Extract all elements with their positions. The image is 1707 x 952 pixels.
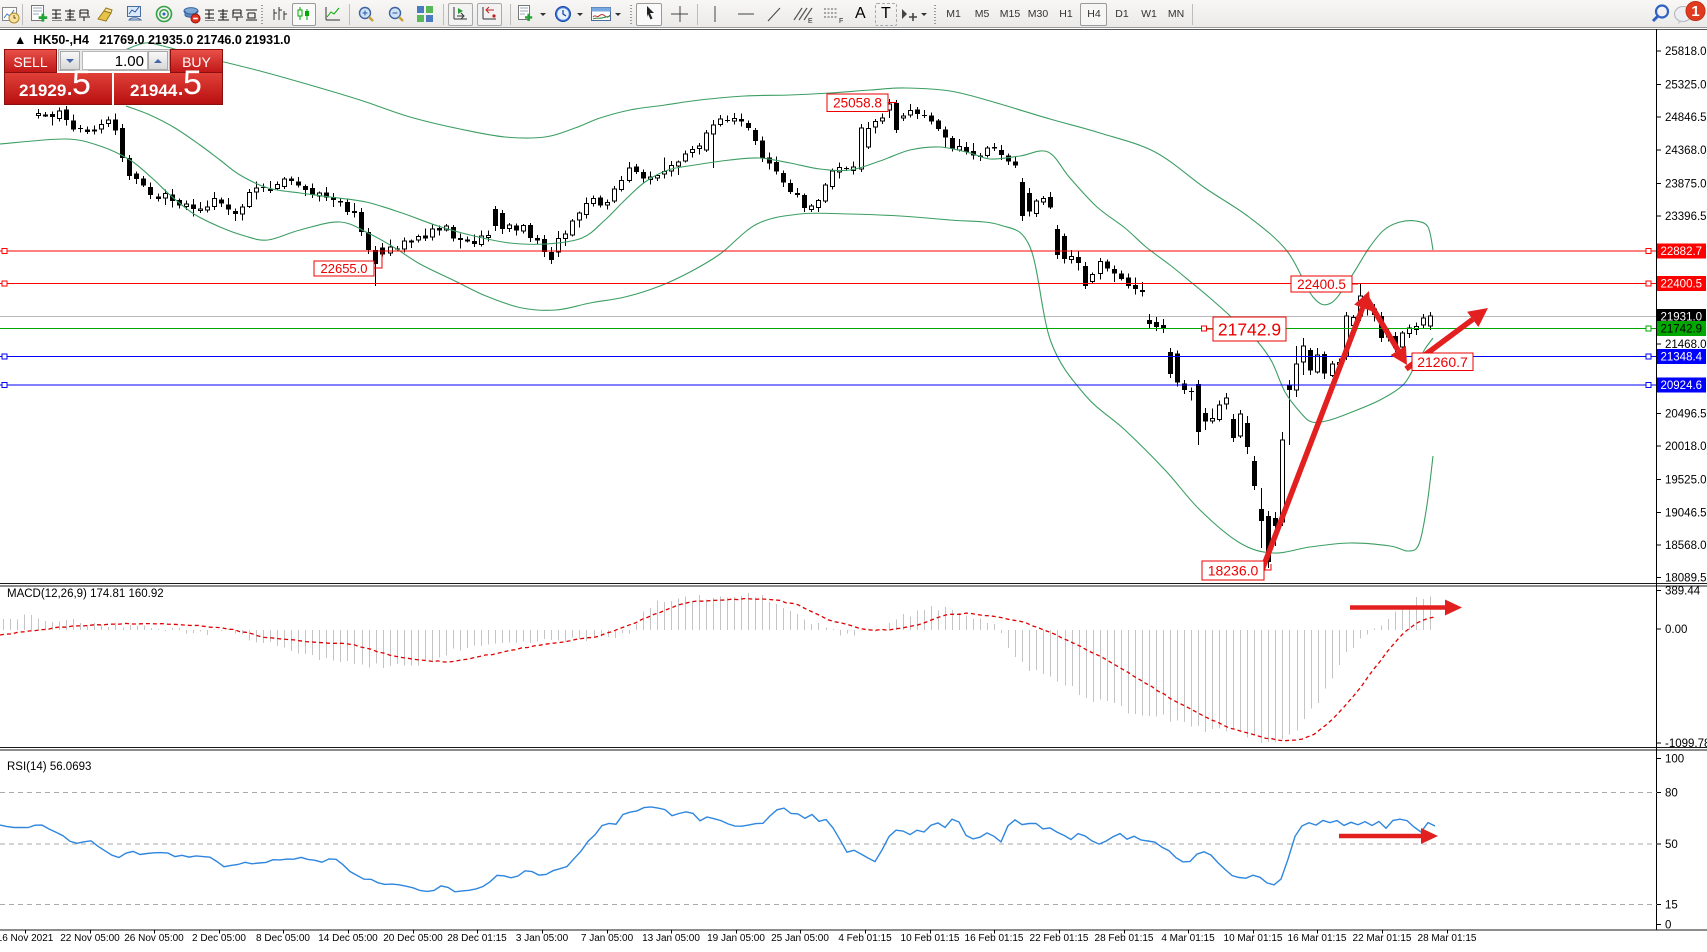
svg-text:7 Jan 05:00: 7 Jan 05:00	[581, 933, 634, 944]
svg-text:MACD(12,26,9) 174.81 160.92: MACD(12,26,9) 174.81 160.92	[7, 588, 164, 600]
svg-text:18236.0: 18236.0	[1208, 563, 1259, 579]
svg-text:-1099.78: -1099.78	[1665, 738, 1707, 750]
svg-text:28 Feb 01:15: 28 Feb 01:15	[1095, 933, 1154, 944]
svg-text:0.00: 0.00	[1665, 624, 1687, 636]
svg-text:389.44: 389.44	[1665, 586, 1701, 598]
svg-text:22882.7: 22882.7	[1661, 246, 1703, 258]
svg-text:25058.8: 25058.8	[833, 96, 882, 111]
svg-text:16 Feb 01:15: 16 Feb 01:15	[965, 933, 1024, 944]
svg-text:19525.0: 19525.0	[1665, 475, 1707, 487]
svg-text:19 Jan 05:00: 19 Jan 05:00	[707, 933, 765, 944]
svg-text:28 Mar 01:15: 28 Mar 01:15	[1418, 933, 1477, 944]
svg-text:100: 100	[1665, 754, 1684, 766]
svg-text:21931.0: 21931.0	[1661, 312, 1703, 324]
svg-text:4 Mar 01:15: 4 Mar 01:15	[1161, 933, 1215, 944]
svg-text:1: 1	[1691, 3, 1699, 20]
svg-text:21468.0: 21468.0	[1665, 339, 1707, 351]
svg-text:26 Nov 05:00: 26 Nov 05:00	[124, 933, 184, 944]
svg-text:21260.7: 21260.7	[1417, 354, 1468, 370]
svg-text:25 Jan 05:00: 25 Jan 05:00	[771, 933, 829, 944]
svg-text:22 Nov 05:00: 22 Nov 05:00	[60, 933, 120, 944]
svg-text:23396.5: 23396.5	[1665, 211, 1707, 223]
svg-text:21742.9: 21742.9	[1661, 324, 1703, 336]
svg-text:25325.0: 25325.0	[1665, 80, 1707, 92]
svg-text:4 Feb 01:15: 4 Feb 01:15	[838, 933, 892, 944]
svg-text:18089.5: 18089.5	[1665, 573, 1707, 585]
svg-text:20 Dec 05:00: 20 Dec 05:00	[383, 933, 443, 944]
svg-text:15: 15	[1665, 899, 1678, 911]
svg-text:16 Mar 01:15: 16 Mar 01:15	[1288, 933, 1347, 944]
svg-text:25818.0: 25818.0	[1665, 46, 1707, 58]
svg-text:50: 50	[1665, 839, 1678, 851]
svg-text:2 Dec 05:00: 2 Dec 05:00	[192, 933, 246, 944]
svg-text:18568.0: 18568.0	[1665, 540, 1707, 552]
svg-text:10 Mar 01:15: 10 Mar 01:15	[1224, 933, 1283, 944]
svg-text:24368.0: 24368.0	[1665, 145, 1707, 157]
svg-text:RSI(14) 56.0693: RSI(14) 56.0693	[7, 761, 91, 773]
svg-text:21742.9: 21742.9	[1218, 319, 1281, 339]
svg-text:24846.5: 24846.5	[1665, 112, 1707, 124]
svg-text:14 Dec 05:00: 14 Dec 05:00	[318, 933, 378, 944]
svg-text:20924.6: 20924.6	[1661, 380, 1703, 392]
svg-text:21348.4: 21348.4	[1661, 352, 1703, 364]
svg-text:23875.0: 23875.0	[1665, 178, 1707, 190]
svg-text:28 Dec 01:15: 28 Dec 01:15	[447, 933, 507, 944]
svg-text:22655.0: 22655.0	[321, 261, 368, 276]
svg-text:22 Mar 01:15: 22 Mar 01:15	[1353, 933, 1412, 944]
svg-text:19046.5: 19046.5	[1665, 507, 1707, 519]
svg-text:16 Nov 2021: 16 Nov 2021	[0, 933, 54, 944]
svg-text:E: E	[808, 18, 813, 24]
svg-text:20018.0: 20018.0	[1665, 441, 1707, 453]
svg-text:0: 0	[1665, 920, 1671, 932]
svg-text:8 Dec 05:00: 8 Dec 05:00	[256, 933, 310, 944]
svg-text:22 Feb 01:15: 22 Feb 01:15	[1030, 933, 1089, 944]
svg-text:22400.5: 22400.5	[1661, 279, 1703, 291]
svg-text:13 Jan 05:00: 13 Jan 05:00	[642, 933, 700, 944]
svg-text:80: 80	[1665, 788, 1678, 800]
svg-text:20496.5: 20496.5	[1665, 409, 1707, 421]
svg-text:10 Feb 01:15: 10 Feb 01:15	[901, 933, 960, 944]
svg-text:F: F	[839, 18, 843, 24]
svg-text:22400.5: 22400.5	[1297, 277, 1346, 292]
svg-text:3 Jan 05:00: 3 Jan 05:00	[516, 933, 569, 944]
